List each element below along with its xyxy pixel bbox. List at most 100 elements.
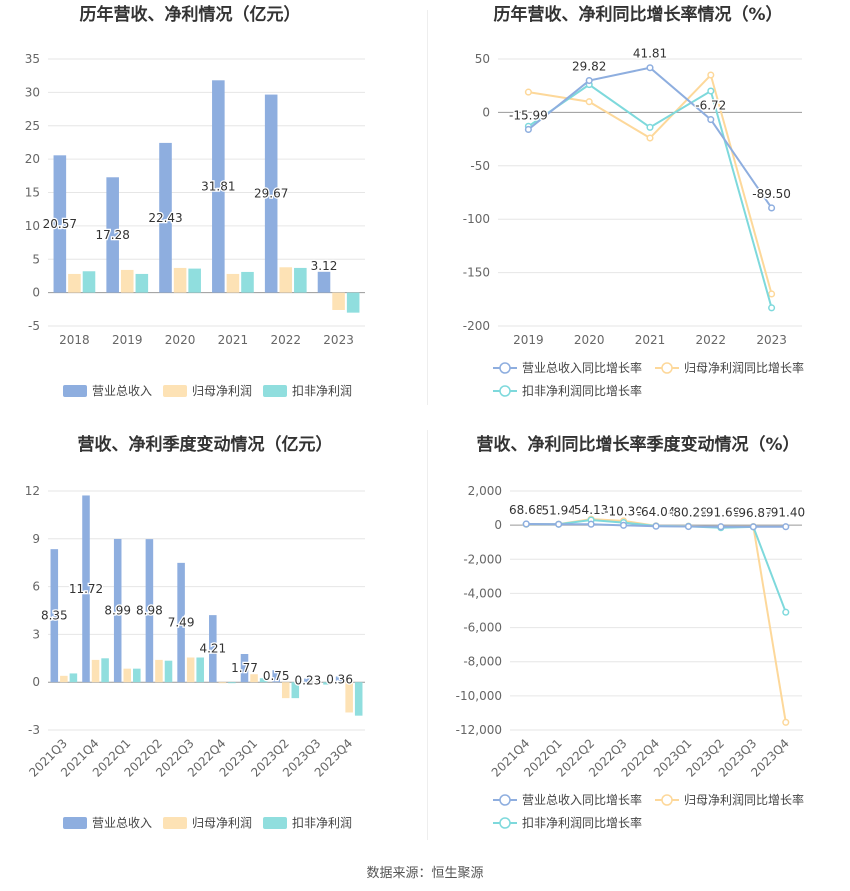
bar-net-profit [281,682,290,699]
x-tick-label: 2023 [756,333,787,347]
data-label: -91.40 [766,506,805,520]
legend-swatch [63,385,87,397]
bottom-divider [427,430,428,840]
legend-label: 营业总收入同比增长率 [522,360,642,375]
data-label: 68.68 [509,503,543,517]
line-point [646,64,654,72]
bar-net-profit [226,273,240,293]
bar-net-profit [218,682,227,684]
data-label: 0.23 [295,673,322,687]
line-point [768,204,776,212]
bar-revenue [317,271,331,293]
y-tick-label: -10,000 [456,689,502,703]
data-label: 8.99 [104,604,131,618]
line-point [524,125,532,134]
bar-net-profit [91,659,100,683]
y-tick-label: 0 [32,286,40,300]
bar-net-profit [313,682,322,684]
line-point [768,304,776,312]
x-tick-label: 2022 [696,333,727,347]
data-label: 11.72 [69,582,103,596]
y-tick-label: 10 [25,219,40,233]
bar-revenue [159,142,172,293]
y-tick-label: -5 [28,319,40,333]
line-point [782,523,790,531]
bar-deducted-profit [346,292,360,313]
y-tick-label: -2,000 [463,552,502,566]
bar-deducted-profit [135,273,149,293]
bar-revenue [212,80,225,293]
y-tick-label: -6,000 [463,621,502,635]
y-tick-label: -100 [463,212,490,226]
line-point [707,87,715,95]
line-point [684,522,692,531]
data-label: 0.75 [263,669,290,683]
line-point [782,718,790,726]
x-tick-label: 2018 [59,333,90,347]
legend-label: 归母净利润同比增长率 [684,792,804,807]
bar-deducted-profit [82,271,96,293]
bar-deducted-profit [259,678,268,683]
y-tick-label: 0 [494,518,502,532]
bar-revenue [82,495,90,683]
legend-marker [661,362,673,374]
line-point [585,77,593,85]
chart-title: 营收、净利季度变动情况（亿元） [78,434,333,455]
bar-deducted-profit [294,267,307,293]
bar-deducted-profit [164,660,173,683]
data-label: 8.98 [136,604,163,618]
line-point [768,290,776,298]
y-tick-label: 30 [25,85,40,99]
bar-net-profit [155,659,163,683]
bar-revenue [53,155,67,293]
y-tick-label: 20 [25,152,40,166]
legend-label: 营业总收入同比增长率 [522,792,642,807]
bar-revenue [177,562,185,683]
y-tick-label: 25 [25,119,40,133]
y-tick-label: 5 [32,252,40,266]
bar-deducted-profit [133,668,141,683]
y-tick-label: -150 [463,266,490,280]
line-point [749,523,757,531]
legend-label: 扣非净利润 [292,816,352,830]
bar-net-profit [250,674,258,683]
y-tick-label: 9 [32,532,40,546]
line-point [652,522,660,530]
data-label: 17.28 [95,228,129,242]
bar-deducted-profit [241,271,254,293]
bar-net-profit [173,267,187,293]
data-label: -15.99 [509,108,548,122]
bar-revenue [272,670,280,683]
annual-growth-rate-chart: 历年营收、净利同比增长率情况（%） -200 -150 -100 -50 0 50 2019 2… [463,4,804,398]
data-label: 0.36 [326,672,353,686]
data-label: 1.77 [231,661,258,675]
bar-net-profit [123,668,132,683]
y-tick-label: -4,000 [463,586,502,600]
line-deducted-profit-growth [526,519,787,613]
bar-deducted-profit [228,682,236,684]
line-net-profit-growth [526,518,787,723]
data-source-note: 数据来源：恒生聚源 [366,866,484,881]
legend-label: 归母净利润 [192,816,252,830]
data-label: 20.57 [43,217,77,231]
bar-revenue [113,538,122,683]
bar-revenue [50,549,59,683]
bar-revenue [264,94,278,293]
line-net-profit-growth [528,73,773,295]
x-tick-label: 2019 [112,333,143,347]
legend-marker [661,794,673,806]
chart-title: 历年营收、净利情况（亿元） [80,4,301,25]
line-point [646,123,654,131]
y-tick-label: -200 [463,319,490,333]
data-label: -91.68 [702,506,741,520]
legend-marker [499,385,511,397]
legend-label: 归母净利润 [192,384,252,398]
bar-deducted-profit [323,682,331,685]
bar-net-profit [120,269,134,293]
bar-revenue [209,615,217,683]
bar-revenue [335,676,344,683]
y-tick-label: 0 [482,105,490,119]
legend-label: 扣非净利润同比增长率 [522,815,642,830]
legend-swatch [63,817,87,829]
